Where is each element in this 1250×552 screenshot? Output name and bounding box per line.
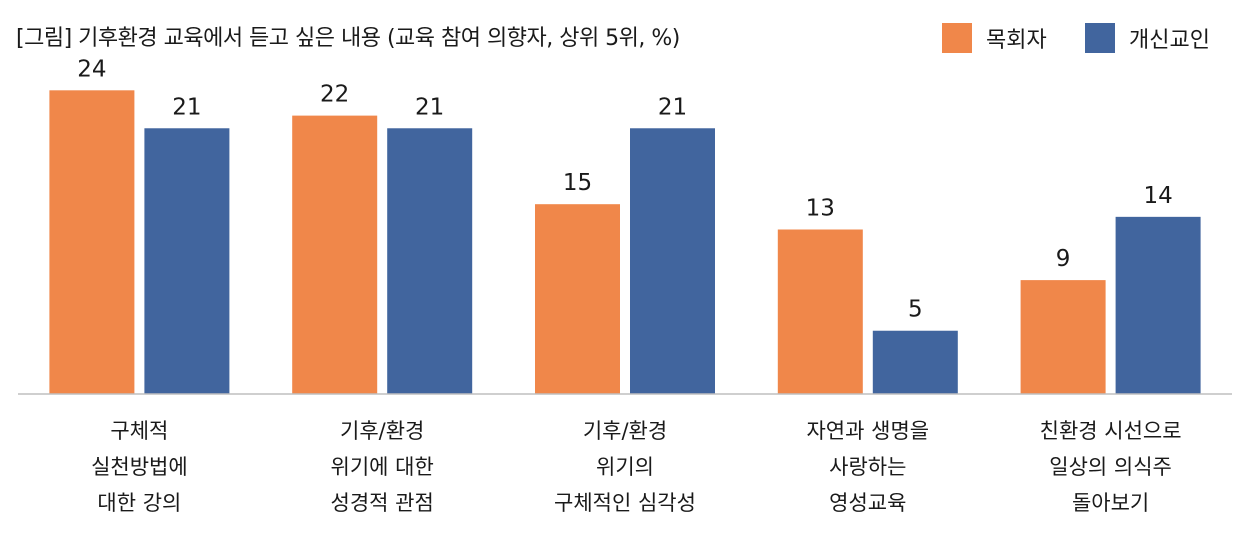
bar-pastor-2	[535, 204, 620, 394]
data-label-pastor-0: 24	[77, 56, 106, 82]
data-label-protestant-3: 5	[908, 297, 923, 323]
chart-title: [그림] 기후환경 교육에서 듣고 싶은 내용 (교육 참여 의향자, 상위 5…	[16, 26, 680, 51]
data-label-pastor-2: 15	[563, 170, 592, 196]
bar-pastor-3	[777, 229, 863, 394]
category-label-1-line-1: 위기에 대한	[331, 455, 434, 479]
category-label-4-line-1: 일상의 의식주	[1049, 455, 1172, 479]
bar-protestant-2	[630, 128, 715, 394]
bar-pastor-0	[49, 90, 135, 395]
legend-swatch-pastor	[942, 23, 972, 53]
legend-item-pastor: 목회자	[942, 22, 1047, 54]
category-label-4-line-2: 돌아보기	[1072, 491, 1149, 515]
bar-protestant-0	[144, 128, 230, 394]
legend-swatch-protestant	[1085, 23, 1115, 53]
category-label-2-line-0: 기후/환경	[583, 419, 667, 443]
legend-label-pastor: 목회자	[986, 28, 1047, 53]
category-label-1-line-0: 기후/환경	[340, 419, 424, 443]
bar-pastor-1	[292, 115, 378, 394]
category-label-2-line-2: 구체적인 심각성	[554, 491, 696, 515]
data-label-protestant-2: 21	[658, 94, 687, 120]
legend-item-protestant: 개신교인	[1085, 22, 1210, 54]
category-label-0-line-0: 구체적	[110, 419, 168, 443]
data-label-pastor-4: 9	[1056, 246, 1071, 272]
data-label-pastor-1: 22	[320, 82, 349, 108]
category-label-3-line-2: 영성교육	[829, 491, 906, 515]
legend-label-protestant: 개신교인	[1129, 28, 1210, 53]
category-label-0-line-2: 대한 강의	[97, 491, 181, 515]
category-label-3-line-1: 사랑하는	[829, 455, 906, 479]
category-label-0-line-1: 실천방법에	[91, 455, 188, 479]
data-label-protestant-4: 14	[1143, 183, 1172, 209]
bar-protestant-4	[1115, 216, 1201, 394]
bar-pastor-4	[1020, 280, 1106, 394]
data-label-protestant-1: 21	[415, 94, 444, 120]
category-label-4-line-0: 친환경 시선으로	[1040, 419, 1182, 443]
bar-protestant-1	[387, 128, 473, 394]
category-label-2-line-1: 위기의	[596, 455, 654, 479]
category-label-1-line-2: 성경적 관점	[331, 491, 434, 515]
category-label-3-line-0: 자연과 생명을	[806, 419, 929, 443]
data-label-pastor-3: 13	[806, 196, 835, 222]
bar-protestant-3	[872, 330, 958, 394]
data-label-protestant-0: 21	[172, 94, 201, 120]
